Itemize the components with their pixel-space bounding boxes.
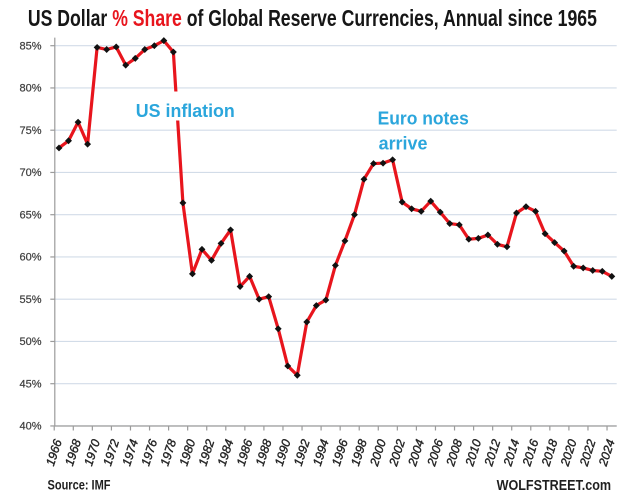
svg-text:% Share: % Share xyxy=(112,5,182,31)
svg-text:US Dollar: US Dollar xyxy=(28,5,107,31)
svg-text:60%: 60% xyxy=(19,252,41,264)
svg-text:80%: 80% xyxy=(19,83,41,95)
svg-text:40%: 40% xyxy=(19,421,41,433)
svg-text:of Global Reserve Currencies,: of Global Reserve Currencies, Annual sin… xyxy=(187,5,597,31)
svg-text:Euro notes: Euro notes xyxy=(378,109,469,129)
svg-text:Source: IMF: Source: IMF xyxy=(48,478,111,494)
svg-text:70%: 70% xyxy=(19,167,41,179)
svg-text:45%: 45% xyxy=(19,378,41,390)
svg-text:arrive: arrive xyxy=(379,134,428,154)
svg-text:65%: 65% xyxy=(19,209,41,221)
svg-text:85%: 85% xyxy=(19,40,41,52)
svg-text:55%: 55% xyxy=(19,294,41,306)
svg-text:50%: 50% xyxy=(19,336,41,348)
svg-text:WOLFSTREET.com: WOLFSTREET.com xyxy=(497,477,611,494)
svg-text:US inflation: US inflation xyxy=(136,101,235,121)
svg-text:75%: 75% xyxy=(19,125,41,137)
